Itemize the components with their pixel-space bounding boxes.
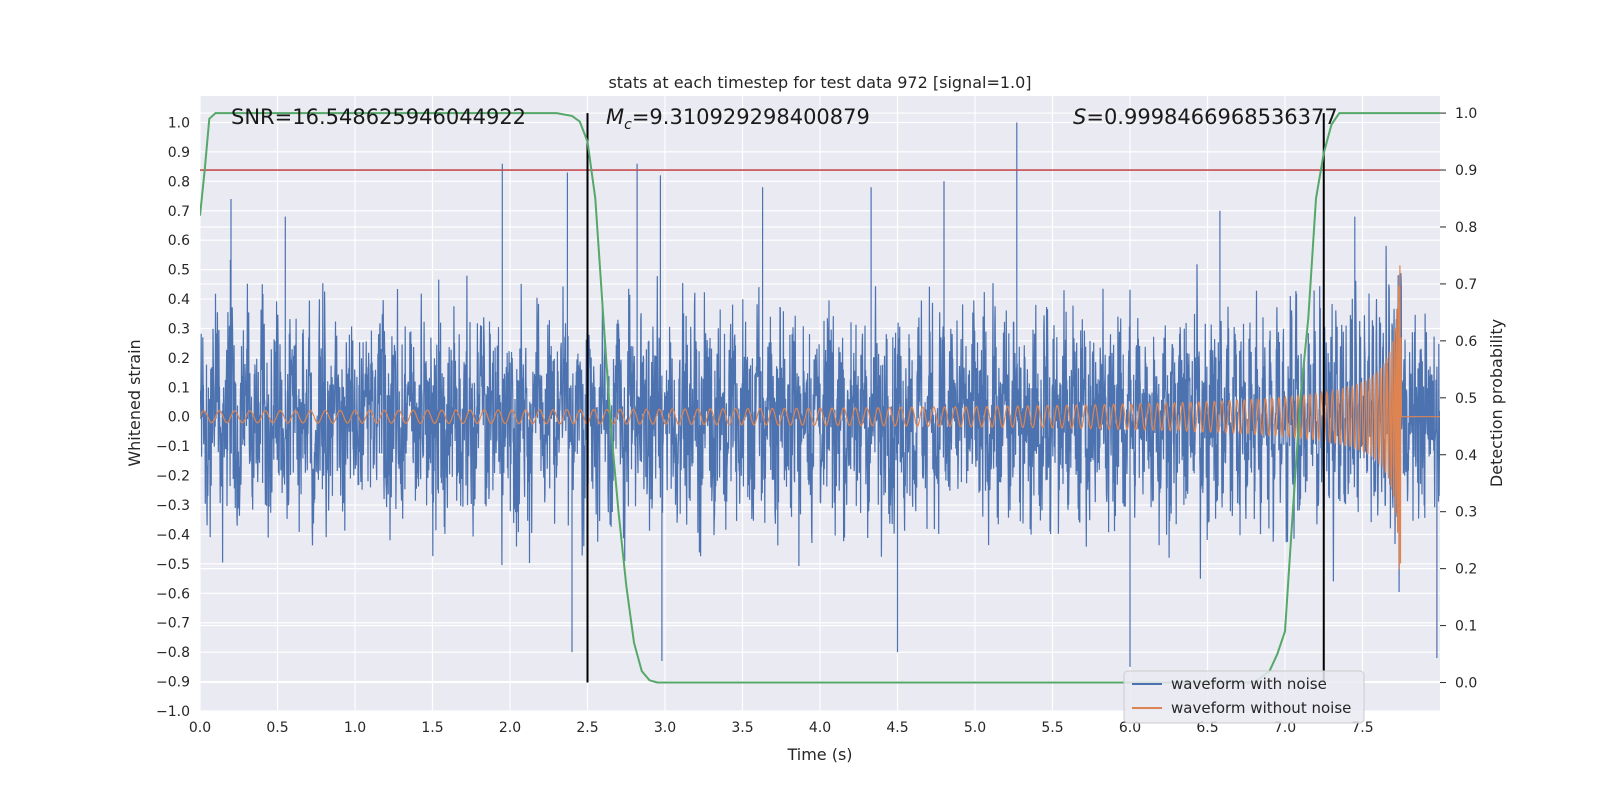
y-tick-label: −0.3: [156, 498, 190, 514]
series-waveform-without-noise: [200, 265, 1440, 570]
chart-title: stats at each timestep for test data 972…: [608, 73, 1031, 92]
s-symbol: S: [1073, 105, 1086, 129]
y-tick-label: 0.3: [168, 321, 190, 337]
y2-ticks: 1.0 0.9 0.8 0.7 0.6 0.5 0.4 0.3 0.2 0.1 0.0: [1440, 106, 1477, 692]
y2-tick-label: 0.3: [1455, 505, 1477, 521]
chirp-mass-subscript: c: [624, 117, 632, 133]
y-tick-label: 0.2: [168, 351, 190, 367]
y-tick-label: −0.2: [156, 469, 190, 485]
x-tick-label: 7.5: [1351, 720, 1373, 736]
s-annotation: S=0.9998466968536377: [1073, 105, 1338, 129]
y2-tick-label: 0.1: [1455, 619, 1477, 635]
x-tick-label: 3.0: [654, 720, 676, 736]
x-axis-label: Time (s): [786, 745, 852, 764]
y-tick-label: 1.0: [168, 115, 190, 131]
series-detection-probability: [200, 112, 1440, 684]
chirp-mass-value: =9.310929298400879: [632, 105, 870, 129]
y2-axis-label: Detection probability: [1487, 319, 1506, 487]
x-tick-label: 0.0: [189, 720, 211, 736]
y-tick-label: −0.1: [156, 439, 190, 455]
chirp-mass-symbol: M: [606, 105, 624, 129]
y2-tick-label: 0.8: [1455, 220, 1477, 236]
s-value: =0.9998466968536377: [1086, 105, 1337, 129]
y-tick-label: 0.8: [168, 174, 190, 190]
y2-tick-label: 0.4: [1455, 448, 1477, 464]
vertical-markers: [586, 113, 1325, 683]
y2-tick-label: 0.9: [1455, 163, 1477, 179]
y2-tick-label: 0.6: [1455, 334, 1477, 350]
y-ticks: 1.0 0.9 0.8 0.7 0.6 0.5 0.4 0.3 0.2 0.1 0.0 −0.1 −0.…: [156, 115, 190, 720]
y-tick-label: 0.1: [168, 380, 190, 396]
x-tick-label: 6.5: [1196, 720, 1218, 736]
x-tick-label: 4.5: [886, 720, 908, 736]
y2-tick-label: 0.2: [1455, 562, 1477, 578]
x-tick-label: 5.5: [1041, 720, 1063, 736]
legend: waveform with noise waveform without noi…: [1123, 670, 1365, 724]
y2-tick-label: 0.0: [1455, 676, 1477, 692]
x-tick-label: 5.0: [964, 720, 986, 736]
y-tick-label: −0.8: [156, 645, 190, 661]
series-waveform-with-noise: [200, 122, 1440, 667]
y-axis-label: Whitened strain: [125, 339, 144, 466]
y-tick-label: −1.0: [156, 704, 190, 720]
legend-label-noise: waveform with noise: [1171, 675, 1327, 693]
x-tick-label: 1.5: [421, 720, 443, 736]
x-tick-label: 2.0: [499, 720, 521, 736]
x-tick-label: 2.5: [576, 720, 598, 736]
y-tick-label: −0.9: [156, 675, 190, 691]
y2-tick-label: 1.0: [1455, 106, 1477, 122]
y-tick-label: −0.7: [156, 616, 190, 632]
y-tick-label: 0.4: [168, 292, 190, 308]
x-tick-label: 4.0: [809, 720, 831, 736]
x-tick-label: 6.0: [1119, 720, 1141, 736]
y2-tick-label: 0.7: [1455, 277, 1477, 293]
x-tick-label: 3.5: [731, 720, 753, 736]
x-ticks: 0.0 0.5 1.0 1.5 2.0 2.5 3.0 3.5 4.0 4.5 5.0 5.5 6.0 6…: [189, 720, 1374, 736]
y-tick-label: 0.0: [168, 410, 190, 426]
legend-label-clean: waveform without noise: [1171, 699, 1351, 717]
y-tick-label: 0.6: [168, 233, 190, 249]
snr-annotation: SNR=16.548625946044922: [231, 105, 526, 129]
chirp-mass-annotation: Mc=9.310929298400879: [606, 105, 870, 133]
x-tick-label: 7.0: [1274, 720, 1296, 736]
y-tick-label: −0.4: [156, 527, 190, 543]
x-tick-label: 0.5: [266, 720, 288, 736]
y-tick-label: 0.5: [168, 263, 190, 279]
y-tick-label: −0.5: [156, 557, 190, 573]
y-tick-label: −0.6: [156, 586, 190, 602]
y2-tick-label: 0.5: [1455, 391, 1477, 407]
x-tick-label: 1.0: [344, 720, 366, 736]
y-tick-label: 0.9: [168, 145, 190, 161]
y-tick-label: 0.7: [168, 204, 190, 220]
